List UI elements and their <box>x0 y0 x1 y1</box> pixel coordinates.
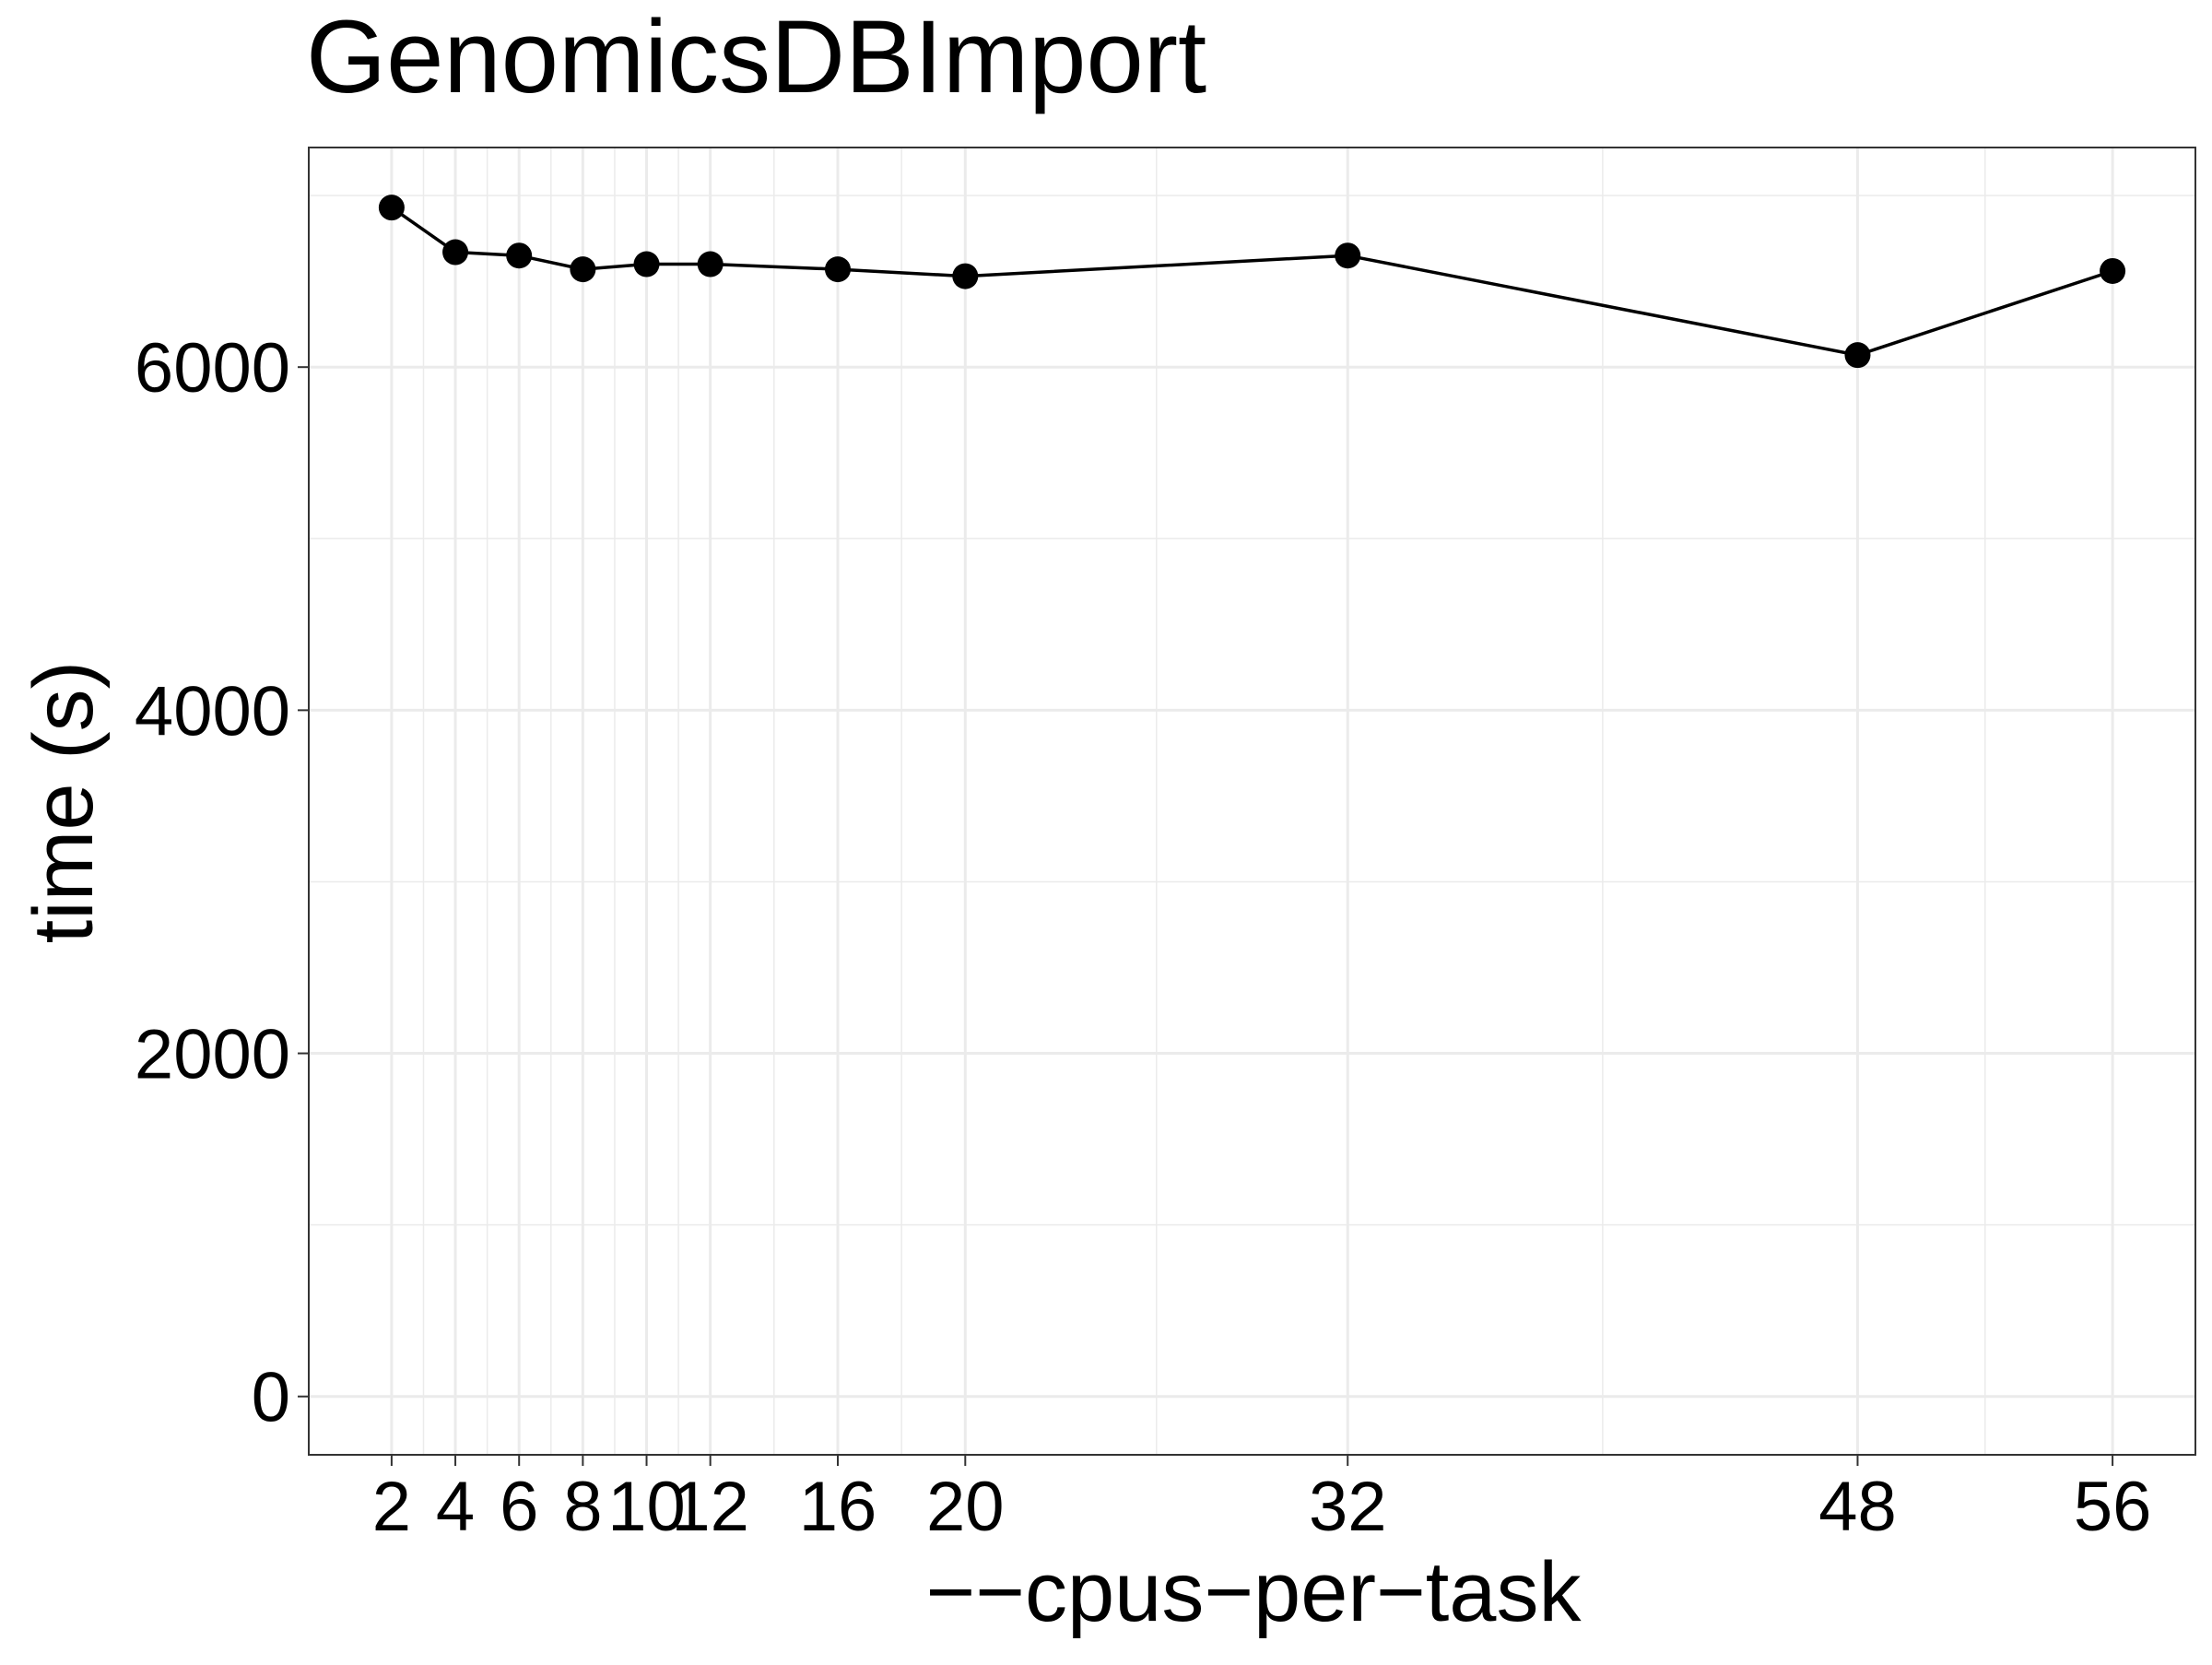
x-tick-label: 48 <box>1818 1468 1897 1546</box>
x-axis-label: −−cpus−per−task <box>926 1545 1583 1639</box>
x-tick-label: 10 <box>607 1468 686 1546</box>
y-tick-label: 6000 <box>135 329 290 407</box>
chart-title: GenomicsDBImport <box>306 0 1206 114</box>
data-point <box>824 256 851 283</box>
data-point <box>1844 342 1871 369</box>
x-tick-label: 12 <box>671 1468 749 1546</box>
data-point <box>952 263 979 289</box>
y-tick-label: 0 <box>252 1359 290 1437</box>
x-tick-label: 4 <box>436 1468 475 1546</box>
y-axis-label: time (s) <box>17 661 111 944</box>
y-tick-label: 2000 <box>135 1016 290 1094</box>
x-tick-label: 2 <box>372 1468 411 1546</box>
data-point <box>570 256 596 283</box>
x-tick-label: 8 <box>563 1468 602 1546</box>
x-tick-label: 56 <box>2074 1468 2152 1546</box>
panel-border <box>308 147 2196 1456</box>
series-line <box>390 206 2113 358</box>
data-point <box>378 195 405 221</box>
x-tick-label: 16 <box>799 1468 877 1546</box>
data-point <box>1335 242 1361 269</box>
x-tick-label: 20 <box>926 1468 1005 1546</box>
grid-layer <box>309 148 2195 1455</box>
data-point <box>506 242 533 269</box>
y-tick-label: 4000 <box>135 672 290 750</box>
x-tick-label: 32 <box>1309 1468 1387 1546</box>
x-tick-label: 6 <box>500 1468 538 1546</box>
data-point <box>2100 257 2126 284</box>
data-point <box>697 251 724 278</box>
data-point <box>442 239 469 266</box>
series-layer <box>378 195 2126 369</box>
data-point <box>633 251 660 278</box>
